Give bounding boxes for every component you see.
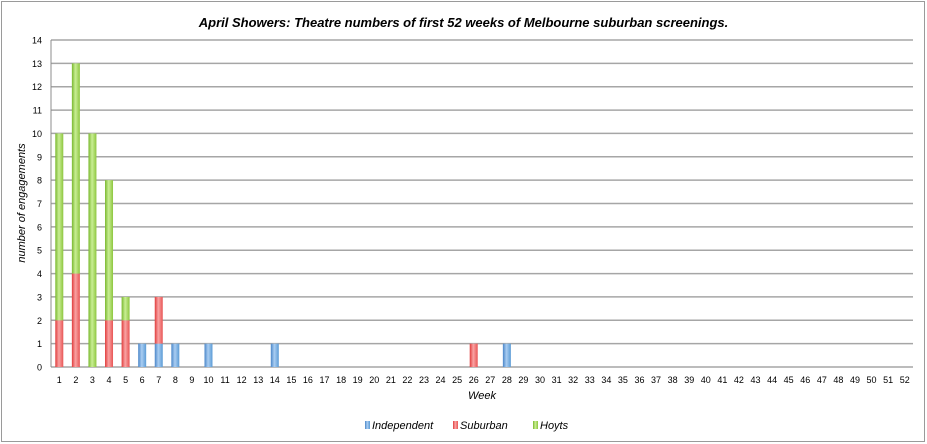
bar-independent-week-8 [171,343,180,367]
x-tick-label: 2 [73,375,78,385]
x-tick-label: 35 [618,375,628,385]
x-tick-label: 4 [107,375,112,385]
legend-swatch-hoyts [533,421,538,429]
x-tick-label: 33 [585,375,595,385]
y-tick-label: 1 [37,339,42,349]
x-tick-label: 23 [419,375,429,385]
x-tick-label: 8 [173,375,178,385]
x-tick-label: 17 [320,375,330,385]
x-tick-label: 15 [286,375,296,385]
x-tick-label: 14 [270,375,280,385]
legend-label-suburban: Suburban [460,420,508,432]
legend-swatch-suburban [453,421,458,429]
legend-swatch-independent [365,421,370,429]
x-tick-label: 36 [634,375,644,385]
bar-independent-week-6 [138,343,147,367]
x-tick-label: 52 [900,375,910,385]
x-tick-label: 16 [303,375,313,385]
bar-suburban-week-7 [154,296,163,344]
x-tick-label: 18 [336,375,346,385]
x-axis-label: Week [468,390,496,402]
y-tick-label: 9 [37,152,42,162]
x-tick-label: 30 [535,375,545,385]
bar-independent-week-14 [270,343,279,367]
x-tick-label: 21 [386,375,396,385]
x-tick-label: 22 [402,375,412,385]
x-tick-label: 25 [452,375,462,385]
x-tick-label: 44 [767,375,777,385]
x-tick-label: 26 [469,375,479,385]
y-tick-label: 11 [33,106,42,116]
x-tick-label: 12 [237,375,247,385]
bars [55,63,511,367]
y-tick-label: 3 [37,292,42,302]
x-tick-label: 19 [353,375,363,385]
x-tick-label: 51 [883,375,893,385]
bar-suburban-week-26 [469,343,478,367]
x-tick-label: 6 [140,375,145,385]
x-tick-label: 43 [751,375,761,385]
legend-label-hoyts: Hoyts [540,420,569,432]
y-tick-label: 0 [37,363,42,373]
x-tick-label: 13 [253,375,263,385]
bar-suburban-week-2 [71,273,80,367]
gridlines [51,39,913,368]
bar-hoyts-week-5 [121,296,130,321]
x-tick-label: 11 [220,375,229,385]
bar-independent-week-28 [502,343,511,367]
bar-hoyts-week-1 [55,133,64,321]
y-tick-label: 13 [32,59,42,69]
bar-hoyts-week-4 [105,180,114,321]
y-axis-label: number of engagements [16,143,28,263]
legend-label-independent: Independent [372,420,434,432]
x-tick-label: 7 [156,375,161,385]
x-tick-label: 10 [203,375,213,385]
x-tick-label: 24 [436,375,446,385]
bar-independent-week-7 [154,343,163,367]
x-tick-label: 34 [601,375,611,385]
y-tick-label: 7 [37,199,42,209]
x-tick-label: 28 [502,375,512,385]
x-tick-label: 48 [833,375,843,385]
x-tick-label: 40 [701,375,711,385]
x-tick-label: 47 [817,375,827,385]
x-tick-label: 5 [123,375,128,385]
y-tick-label: 2 [37,316,42,326]
bar-suburban-week-5 [121,320,130,367]
x-tick-label: 50 [867,375,877,385]
x-tick-label: 27 [485,375,495,385]
x-tick-label: 42 [734,375,744,385]
y-tick-label: 6 [37,222,42,232]
y-tick-label: 12 [32,82,42,92]
x-tick-label: 32 [568,375,578,385]
x-tick-label: 29 [518,375,528,385]
x-tick-label: 39 [684,375,694,385]
bar-independent-week-10 [204,343,213,367]
bar-suburban-week-1 [55,320,64,367]
y-tick-label: 4 [37,269,42,279]
legend: Independent Suburban Hoyts [365,420,569,432]
bar-hoyts-week-2 [71,63,80,274]
y-tick-label: 5 [37,246,42,256]
bar-suburban-week-4 [105,320,114,367]
x-tick-label: 31 [552,375,562,385]
chart-title: April Showers: Theatre numbers of first … [198,15,729,30]
y-tick-label: 14 [32,36,42,46]
x-tick-label: 38 [668,375,678,385]
y-tick-label: 8 [37,176,42,186]
x-tick-label: 20 [369,375,379,385]
x-tick-label: 45 [784,375,794,385]
x-tick-label: 49 [850,375,860,385]
y-tick-label: 10 [32,129,42,139]
x-tick-label: 3 [90,375,95,385]
x-tick-label: 41 [717,375,727,385]
x-tick-label: 1 [57,375,62,385]
bar-hoyts-week-3 [88,133,97,367]
x-tick-label: 46 [800,375,810,385]
x-tick-label: 9 [189,375,194,385]
x-tick-label: 37 [651,375,661,385]
